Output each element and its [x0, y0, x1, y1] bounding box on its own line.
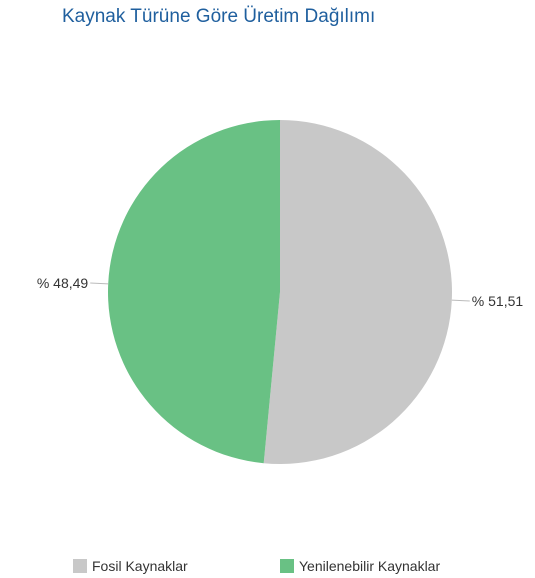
legend-label-fosil: Fosil Kaynaklar	[92, 558, 188, 574]
legend-swatch-yenilenebilir	[280, 559, 294, 573]
pie-slice-fosil	[263, 120, 453, 464]
legend-swatch-fosil	[73, 559, 87, 573]
data-label-yenilenebilir: % 48,49	[37, 275, 89, 291]
data-label-fosil: % 51,51	[472, 293, 524, 309]
legend-label-yenilenebilir: Yenilenebilir Kaynaklar	[299, 558, 441, 574]
leader-line-yenilenebilir	[90, 282, 109, 285]
pie-slice-yenilenebilir	[108, 120, 280, 464]
legend-item-yenilenebilir: Yenilenebilir Kaynaklar	[280, 558, 440, 574]
legend-item-fosil: Fosil Kaynaklar	[73, 558, 188, 574]
legend: Fosil Kaynaklar Yenilenebilir Kaynaklar	[0, 558, 535, 578]
chart-title: Kaynak Türüne Göre Üretim Dağılımı	[62, 6, 376, 27]
leader-line-fosil	[451, 299, 470, 302]
